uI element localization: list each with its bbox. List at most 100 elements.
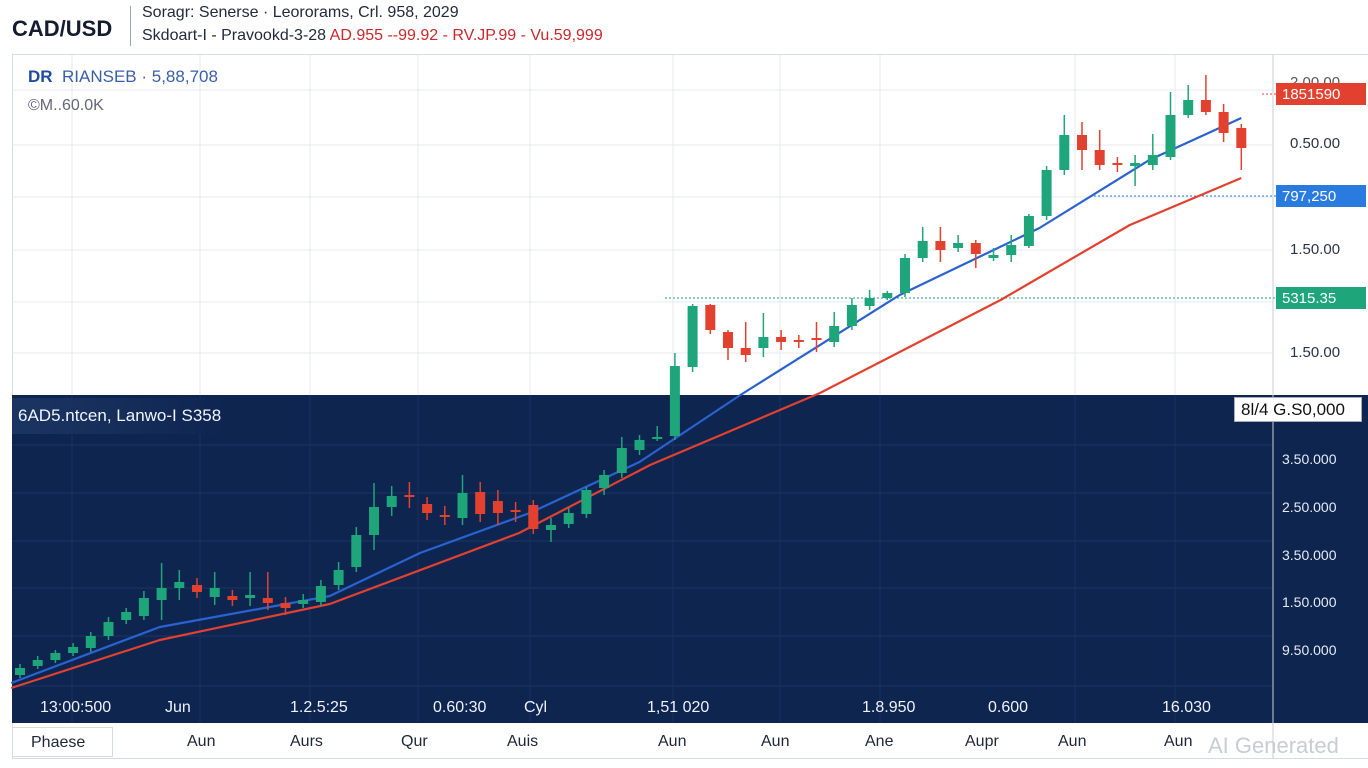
candle-up <box>1147 155 1158 165</box>
candle-up <box>103 622 114 636</box>
candle-up <box>1041 170 1052 216</box>
candle-up <box>988 255 999 258</box>
x-tick-dark: Cyl <box>524 699 548 716</box>
candle-down <box>280 603 291 608</box>
x-tick: Aun <box>658 733 687 750</box>
x-tick-dark: 1,51 020 <box>647 699 710 716</box>
candle-down <box>262 598 273 603</box>
y-tick: 3.50.000 <box>1282 451 1337 467</box>
candle-up <box>1006 245 1017 255</box>
x-tick: Aun <box>761 733 790 750</box>
candle-up <box>1059 135 1070 170</box>
x-tick-dark: 1.2.5:25 <box>290 699 348 716</box>
candle-up <box>1165 115 1176 157</box>
x-tick-dark: 0.600 <box>988 699 1029 716</box>
candle-down <box>935 241 946 250</box>
y-tick: 0.50.00 <box>1290 135 1341 152</box>
price-tag-green: 5315.35 <box>1276 287 1366 309</box>
x-tick-dark: 16.030 <box>1162 699 1211 716</box>
candle-up <box>333 570 344 585</box>
candle-up <box>953 243 964 248</box>
candle-down <box>811 338 822 340</box>
price-tag-red: 1851590 <box>1276 83 1366 105</box>
candle-down <box>492 501 503 513</box>
candle-up <box>315 586 326 602</box>
candle-up <box>599 475 610 488</box>
y-tick: 1.50.000 <box>1282 594 1337 610</box>
x-tick-dark: 0.60:30 <box>433 699 487 716</box>
candle-up <box>369 507 379 535</box>
ma-line-ma-slow <box>10 176 1242 690</box>
candle-up <box>546 525 556 530</box>
x-tick: Auis <box>507 733 539 750</box>
phase-label: Phaese <box>31 734 86 751</box>
candle-down <box>776 337 787 342</box>
candle-up <box>652 437 663 439</box>
candle-up <box>846 305 857 326</box>
candle-up <box>917 241 928 258</box>
x-tick-dark: 13:00:500 <box>40 699 112 716</box>
candle-up <box>1130 163 1141 166</box>
candle-down <box>793 340 804 342</box>
candle-up <box>758 337 769 348</box>
candle-up <box>1023 216 1034 246</box>
candle-down <box>1218 112 1229 133</box>
candle-up <box>32 660 43 666</box>
candle-down <box>970 243 981 254</box>
candle-up <box>68 647 79 653</box>
x-tick: Ane <box>865 733 894 750</box>
candle-down <box>1077 135 1087 150</box>
x-tick-dark: 1.8.950 <box>862 699 916 716</box>
header-divider <box>130 6 131 46</box>
series-label: RIANSEB · 5,88,708 <box>62 67 218 86</box>
series-badge: DR <box>28 67 53 86</box>
candle-down <box>1236 128 1247 148</box>
candle-up <box>15 668 25 675</box>
x-tick: Aun <box>1164 733 1193 750</box>
candle-down <box>192 585 202 592</box>
x-tick-dark: Jun <box>165 699 191 716</box>
x-tick: Aun <box>187 733 216 750</box>
candle-down <box>422 504 433 513</box>
phase-button[interactable]: Phaese <box>12 727 113 757</box>
candle-up <box>245 595 256 598</box>
crosshair-price-label: 8l/4 G.S0,000 <box>1234 397 1362 422</box>
candle-up <box>156 588 167 600</box>
ma-line-ma-fast <box>10 116 1242 685</box>
candle-up <box>616 448 627 473</box>
y-tick: 2.50.000 <box>1282 499 1337 515</box>
candle-up <box>85 636 96 648</box>
candle-down <box>439 515 450 517</box>
candle-up <box>563 513 574 524</box>
candle-down <box>510 510 521 512</box>
y-tick: 1.50.00 <box>1290 241 1341 258</box>
x-tick: Aurs <box>290 733 323 750</box>
candle-up <box>121 612 132 620</box>
x-tick: Qur <box>401 733 428 750</box>
candle-up <box>50 653 61 660</box>
candle-up <box>900 258 910 293</box>
candle-up <box>298 600 309 604</box>
candle-down <box>528 505 539 529</box>
candle-up <box>209 588 220 597</box>
candle-up <box>687 306 698 367</box>
candle-down <box>1200 100 1211 112</box>
y-tick: 3.50.000 <box>1282 547 1337 563</box>
watermark: AI Generated <box>1208 733 1339 758</box>
candle-down <box>227 596 238 600</box>
header-info-line: Soragr: Senerse · Leororams, Crl. 958, 2… <box>142 4 459 21</box>
candle-up <box>864 298 875 306</box>
x-tick: Aupr <box>965 733 999 750</box>
candle-up <box>882 293 893 298</box>
header-ohlc-label: Skdoart-I - Pravookd-3-28 <box>142 27 327 44</box>
candle-down <box>705 305 716 330</box>
candle-up <box>457 493 468 518</box>
candle-up <box>634 440 645 450</box>
candle-up <box>829 326 840 342</box>
candle-down <box>1094 150 1105 165</box>
candle-up <box>1183 100 1194 115</box>
candle-up <box>174 582 185 588</box>
candle-up <box>386 496 397 507</box>
panel-label: 6AD5.ntcen, Lanwo-I S358 <box>12 398 228 434</box>
